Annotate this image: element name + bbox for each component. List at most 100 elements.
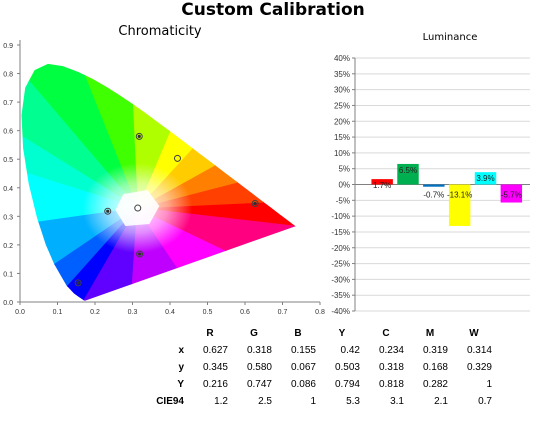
luminance-y-tick-label: -15%: [331, 228, 350, 237]
chromaticity-x-tick-label: 0.8: [315, 309, 325, 316]
row-label: y: [178, 362, 184, 373]
chromaticity-y-tick-label: 0.3: [3, 214, 13, 221]
chromaticity-gamut-fill: [21, 63, 296, 301]
table-cell: 0.067: [290, 362, 316, 373]
table-cell: 0.329: [466, 362, 492, 373]
chromaticity-y-tick-label: 0.2: [3, 243, 13, 250]
chromaticity-y-tick-label: 0.5: [3, 157, 13, 164]
luminance-y-tick-label: 0%: [338, 181, 350, 190]
table-header-row: R G B Y C M W: [150, 325, 496, 342]
measurement-table: R G B Y C M W x 0.627 0.318 0.155 0.42 0…: [150, 325, 496, 410]
col-header-w: W: [469, 328, 479, 339]
chromaticity-point-dot: [106, 209, 110, 213]
table-cell: 3.1: [390, 396, 404, 407]
table-cell: 0.318: [246, 345, 272, 356]
luminance-bar-r: [371, 179, 393, 185]
col-header-c: C: [382, 328, 390, 339]
table-cell: 0.086: [290, 379, 316, 390]
luminance-data-label: -0.7%: [423, 191, 444, 200]
luminance-data-label: 6.5%: [399, 166, 417, 175]
table-cell: 0.318: [378, 362, 404, 373]
table-cell: 0.818: [378, 379, 404, 390]
chromaticity-y-tick-label: 0.1: [3, 271, 13, 278]
luminance-bar-y: [448, 184, 471, 226]
chromaticity-title: Chromaticity: [118, 24, 202, 39]
table-cell: 0.42: [340, 345, 360, 356]
chromaticity-y-tick-label: 0.0: [3, 300, 13, 307]
chromaticity-point-dot: [137, 134, 141, 138]
luminance-data-label: 1.7%: [373, 181, 391, 190]
luminance-y-tick-label: 5%: [338, 165, 350, 174]
chromaticity-x-tick-label: 0.3: [128, 309, 138, 316]
luminance-bar-g: [397, 163, 419, 185]
table-cell: 0.216: [202, 379, 228, 390]
luminance-title: Luminance: [422, 32, 478, 43]
row-label: CIE94: [156, 396, 184, 407]
luminance-bar-m: [500, 184, 523, 203]
table-row: x 0.627 0.318 0.155 0.42 0.234 0.319 0.3…: [150, 342, 496, 359]
table-cell: 0.319: [422, 345, 448, 356]
luminance-bar-c: [474, 172, 497, 185]
white-center-hexagon: [115, 190, 160, 227]
table-cell: 0.234: [378, 345, 404, 356]
table-cell: 2.5: [258, 396, 272, 407]
luminance-y-tick-label: 25%: [334, 101, 350, 110]
table-cell: 0.155: [290, 345, 316, 356]
chromaticity-point-dot: [138, 252, 142, 256]
table-cell: 0.7: [478, 396, 492, 407]
table-cell: 0.314: [466, 345, 492, 356]
luminance-y-tick-label: 20%: [334, 117, 350, 126]
chromaticity-y-tick-label: 0.8: [3, 72, 13, 79]
table-cell: 0.282: [422, 379, 448, 390]
table-cell: 1.2: [214, 396, 228, 407]
chromaticity-x-tick-label: 0.5: [203, 309, 213, 316]
table-cell: 2.1: [434, 396, 448, 407]
main-title: Custom Calibration: [181, 0, 365, 20]
chromaticity-x-tick-label: 0.2: [90, 309, 100, 316]
luminance-y-tick-label: 15%: [334, 133, 350, 142]
col-header-r: R: [206, 328, 214, 339]
luminance-y-tick-label: -35%: [331, 291, 350, 300]
luminance-data-label: -5.7%: [501, 191, 522, 200]
table-corner: [150, 325, 188, 342]
luminance-y-tick-label: -25%: [331, 260, 350, 269]
luminance-y-tick-label: 10%: [334, 149, 350, 158]
chromaticity-x-tick-label: 0.0: [15, 309, 25, 316]
chromaticity-point-dot: [253, 201, 257, 206]
chromaticity-x-tick-label: 0.1: [53, 309, 63, 316]
chromaticity-y-tick-label: 0.7: [3, 100, 13, 107]
table-cell: 0.345: [202, 362, 228, 373]
chromaticity-point-c: [104, 207, 112, 215]
table-cell: 1: [486, 379, 492, 390]
chromaticity-y-tick-label: 0.6: [3, 129, 13, 136]
chromaticity-y-tick-label: 0.4: [3, 186, 13, 193]
chromaticity-point-r: [251, 199, 259, 207]
table-cell: 1: [310, 396, 316, 407]
luminance-y-tick-label: -5%: [336, 196, 350, 205]
table-row: y 0.345 0.580 0.067 0.503 0.318 0.168 0.…: [150, 359, 496, 376]
luminance-data-label: 3.9%: [476, 174, 494, 183]
chromaticity-y-tick-label: 0.9: [3, 43, 13, 50]
luminance-y-tick-label: 40%: [334, 54, 350, 63]
col-header-b: B: [294, 328, 302, 339]
table-cell: 0.168: [422, 362, 448, 373]
col-header-g: G: [250, 328, 258, 339]
luminance-y-tick-label: -40%: [331, 307, 350, 316]
table-cell: 0.794: [334, 379, 360, 390]
luminance-y-tick-label: -20%: [331, 244, 350, 253]
row-label: Y: [177, 379, 184, 390]
col-header-y: Y: [338, 328, 346, 339]
table-row: Y 0.216 0.747 0.086 0.794 0.818 0.282 1: [150, 376, 496, 393]
chromaticity-point-y: [174, 154, 181, 162]
chromaticity-point-b: [74, 279, 82, 287]
chromaticity-x-tick-label: 0.7: [278, 309, 288, 316]
chromaticity-plot: 0.0 0.1 0.2 0.3 0.4 0.5 0.6 0.7 0.8 0.0 0.1 0.2 0.3 0…: [3, 40, 325, 316]
chromaticity-point-m: [136, 250, 144, 258]
chromaticity-x-tick-label: 0.4: [165, 309, 175, 316]
luminance-y-tick-label: -10%: [331, 212, 350, 221]
luminance-bar-b: [423, 184, 445, 187]
chromaticity-point-w: [134, 204, 142, 212]
table-cell: 0.627: [202, 345, 228, 356]
table-row: CIE94 1.2 2.5 1 5.3 3.1 2.1 0.7: [150, 393, 496, 410]
luminance-plot: 40% 35% 30% 25% 20% 15% 10% 5% 0% -5% -10% -15% -20%…: [331, 54, 530, 316]
